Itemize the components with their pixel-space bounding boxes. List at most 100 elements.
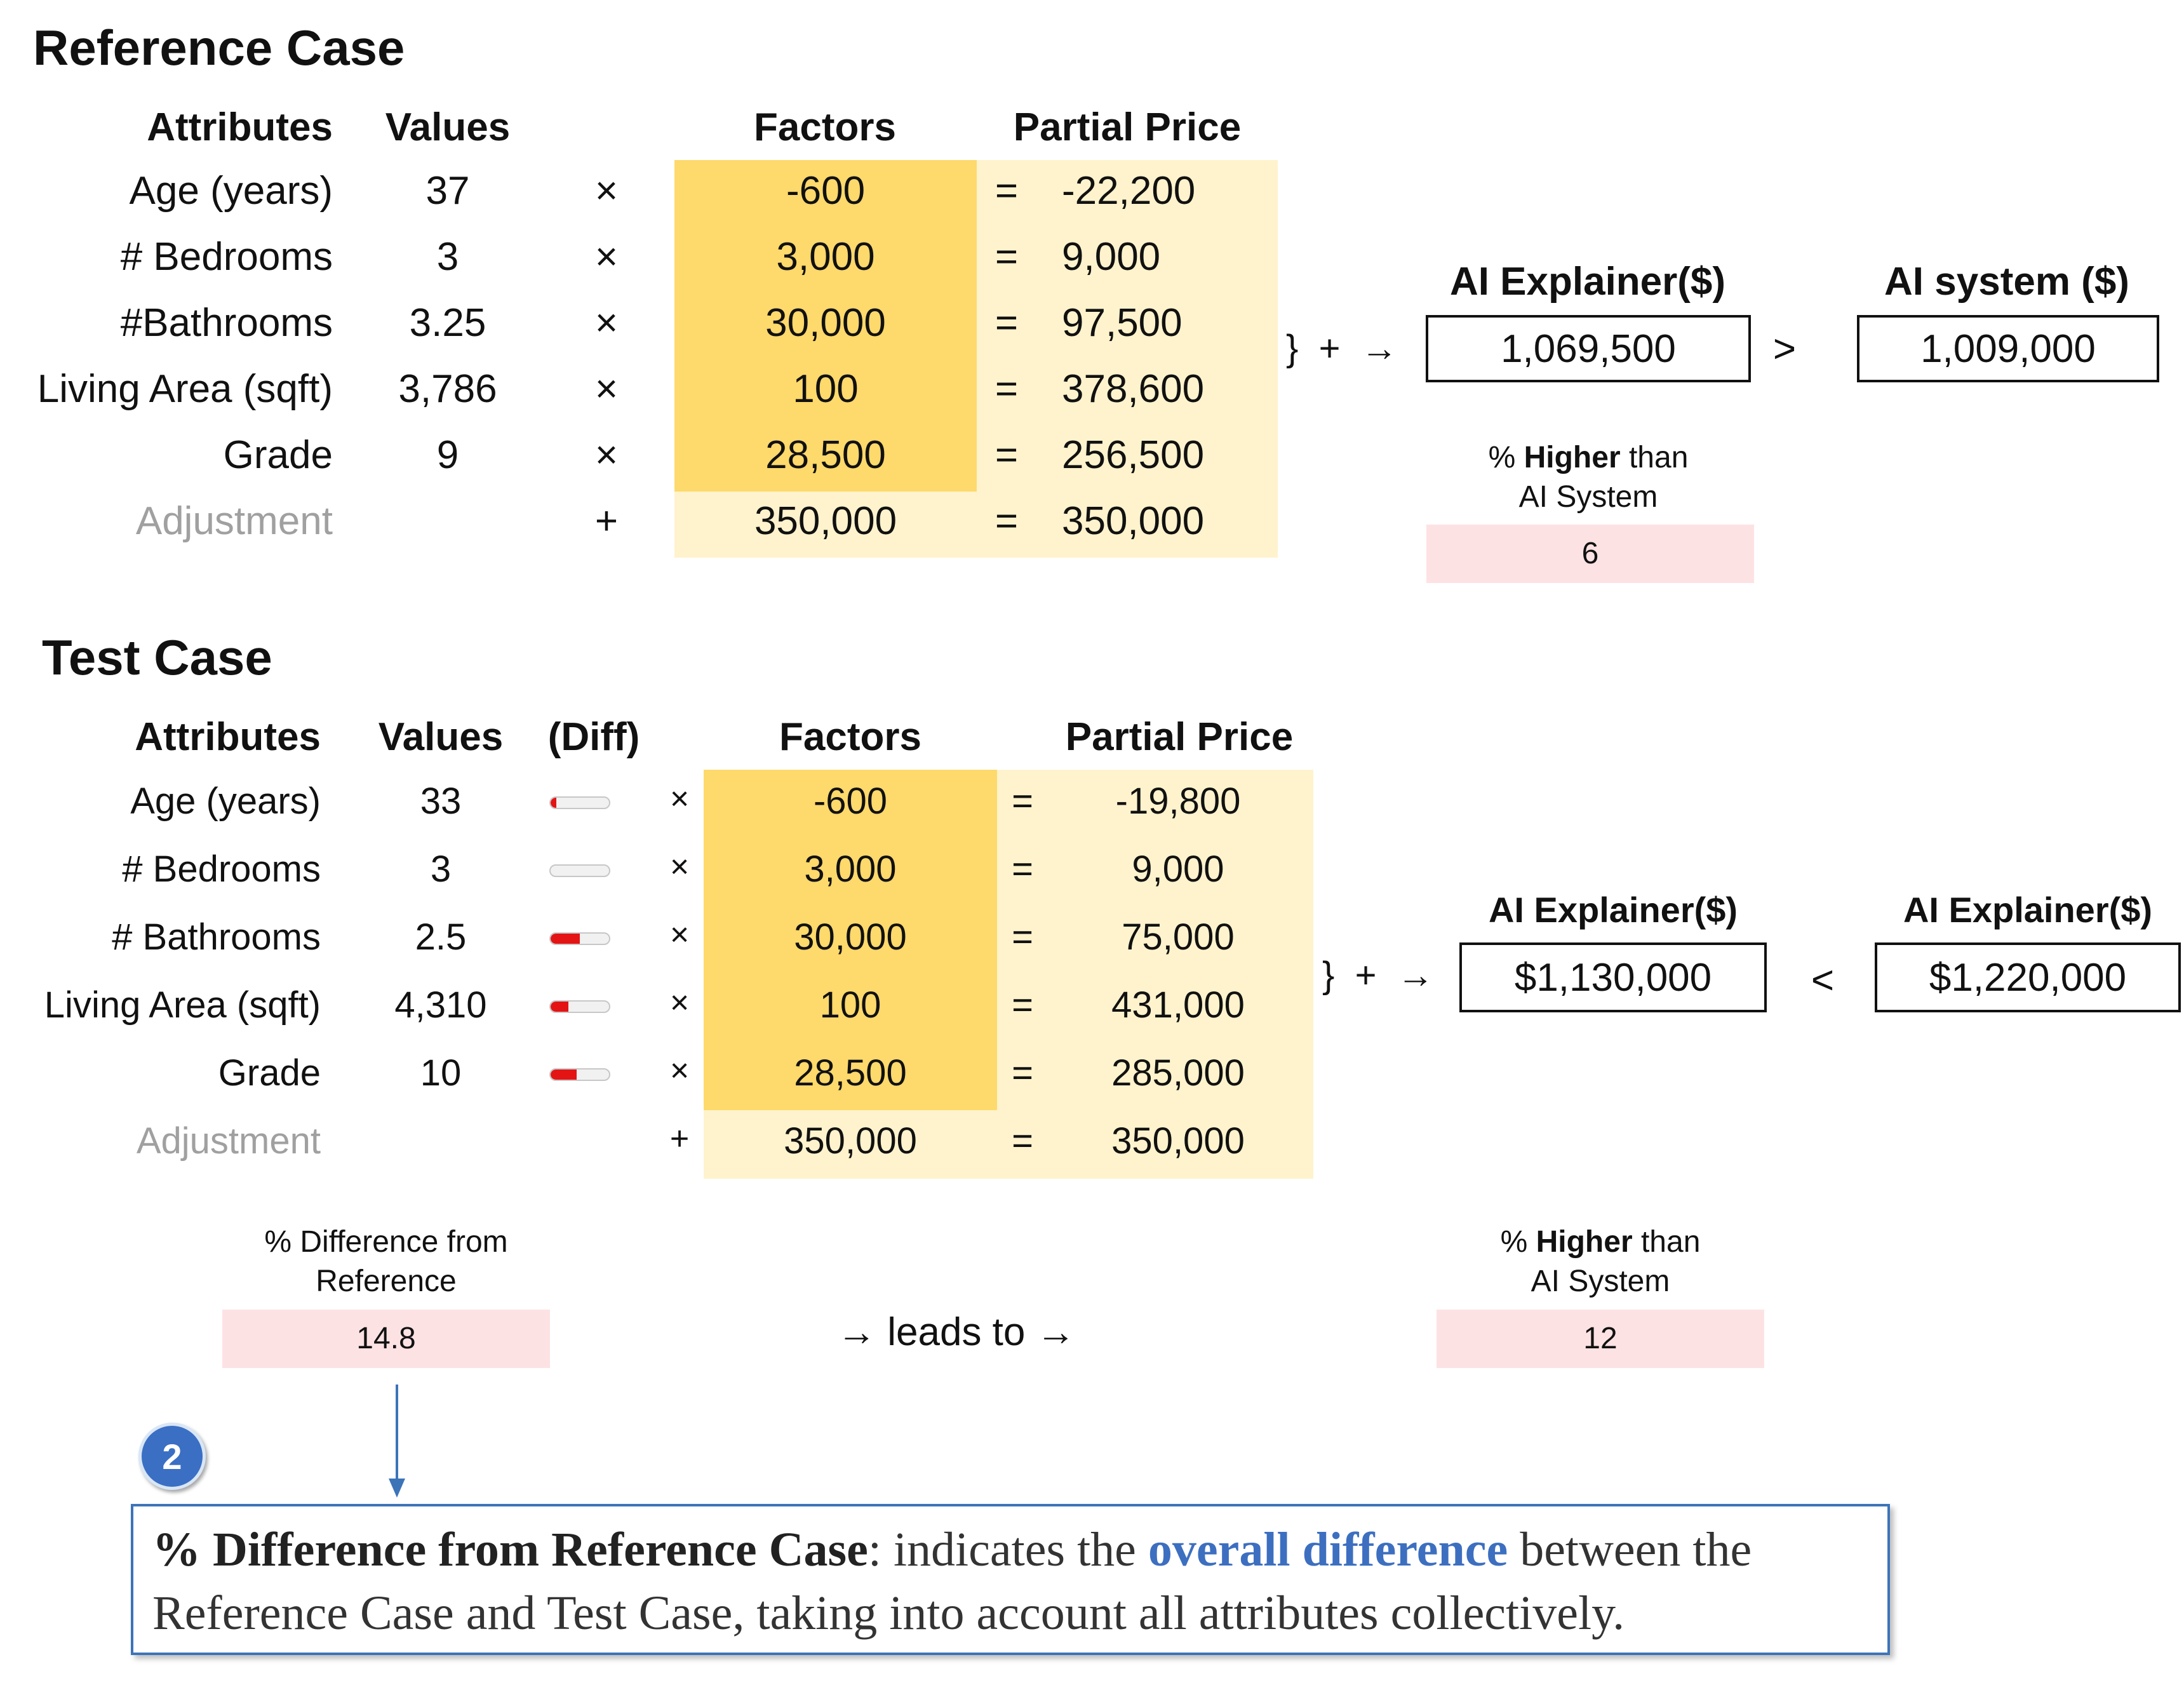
test-row-attribute: Age (years)	[130, 781, 321, 822]
test-row-attribute: # Bathrooms	[112, 916, 321, 958]
test-row-equals: =	[1012, 848, 1033, 890]
leads-to-text: → leads to →	[837, 1310, 1076, 1354]
test-sum-brace: } + →	[1322, 955, 1434, 996]
diff-bar	[549, 1068, 610, 1081]
ref-row-value: 37	[425, 169, 470, 213]
test-row-factor: -600	[813, 781, 888, 822]
ref-row-partial-price: 9,000	[1062, 235, 1161, 279]
ref-row-value: 3.25	[409, 301, 486, 345]
ref-row-factor: 30,000	[765, 301, 886, 345]
ref-row-partial-price: 378,600	[1062, 367, 1205, 411]
test-row-value: 3	[430, 848, 452, 890]
ref-row-operator: ×	[594, 301, 619, 345]
ref-row-operator: ×	[594, 235, 619, 279]
ref-header-values: Values	[385, 105, 511, 149]
test-higher-value: 12	[1437, 1310, 1764, 1368]
test-row-factor: 350,000	[784, 1120, 917, 1162]
callout-text-b: between the Reference Case and Test Case…	[152, 1523, 1764, 1640]
test-header-attributes: Attributes	[135, 715, 321, 759]
diff-bar-fill	[551, 1070, 577, 1080]
ref-row-equals: =	[995, 235, 1019, 279]
test-row-operator: ×	[669, 848, 690, 885]
diff-bar	[549, 864, 610, 877]
test-row-equals: =	[1012, 781, 1033, 822]
test-row-partial-price: 75,000	[1122, 916, 1235, 958]
test-row-value: 2.5	[415, 916, 467, 958]
test-row-operator: ×	[669, 1052, 690, 1089]
test-row-value: 33	[420, 781, 462, 822]
ref-row-equals: =	[995, 499, 1019, 543]
test-row-operator: +	[669, 1120, 690, 1157]
ref-row-operator: ×	[594, 433, 619, 477]
ref-row-equals: =	[995, 301, 1019, 345]
ref-row-factor: 350,000	[754, 499, 897, 543]
test-row-attribute: Grade	[218, 1052, 321, 1094]
ref-row-attribute: # Bedrooms	[120, 235, 333, 279]
ref-row-value: 9	[436, 433, 459, 477]
ref-higher-value: 6	[1426, 525, 1754, 583]
test-row-equals: =	[1012, 984, 1033, 1026]
test-row-factor: 100	[819, 984, 881, 1026]
ref-row-partial-price: 97,500	[1062, 301, 1182, 345]
step-badge: 2	[138, 1423, 206, 1490]
test-row-partial-price: 285,000	[1111, 1052, 1245, 1094]
ref-sum-brace: } + →	[1286, 328, 1398, 369]
test-row-attribute: # Bedrooms	[122, 848, 321, 890]
ref-system-value: 1,009,000	[1857, 315, 2159, 382]
test-row-operator: ×	[669, 984, 690, 1021]
test-row-factor: 30,000	[794, 916, 907, 958]
ref-explainer-value: 1,069,500	[1426, 315, 1751, 382]
test-explainer-label: AI Explainer($)	[1488, 890, 1738, 930]
test-factor-column-bg	[704, 770, 997, 1110]
ref-row-operator: ×	[594, 367, 619, 411]
test-header-partial-price: Partial Price	[1065, 715, 1294, 759]
ref-header-factors: Factors	[754, 105, 896, 149]
test-diff-value: 14.8	[222, 1310, 550, 1368]
ref-row-operator: ×	[594, 169, 619, 213]
test-explainer-value: $1,130,000	[1459, 942, 1767, 1012]
callout-text-a: : indicates the	[868, 1523, 1148, 1576]
diff-bar-fill	[551, 934, 580, 944]
ref-system-label: AI system ($)	[1884, 260, 2129, 304]
diff-bar	[549, 932, 610, 945]
test-row-value: 10	[420, 1052, 462, 1094]
reference-title: Reference Case	[33, 20, 405, 76]
ref-row-partial-price: 350,000	[1062, 499, 1205, 543]
ref-higher-label: % Higher than AI System	[1488, 441, 1689, 514]
step-badge-number: 2	[162, 1436, 182, 1477]
ref-row-equals: =	[995, 367, 1019, 411]
test-system-label: AI Explainer($)	[1903, 890, 2153, 930]
diff-bar-fill	[551, 1002, 568, 1012]
ref-row-attribute: Living Area (sqft)	[37, 367, 333, 411]
ref-compare-symbol: >	[1772, 327, 1797, 371]
ref-row-factor: 100	[793, 367, 859, 411]
test-row-value: 4,310	[394, 984, 487, 1026]
ref-row-equals: =	[995, 169, 1019, 213]
ref-row-value: 3	[436, 235, 459, 279]
test-higher-label: % Higher than AI System	[1500, 1225, 1701, 1298]
ref-row-attribute: Grade	[223, 433, 333, 477]
test-row-operator: ×	[669, 916, 690, 953]
test-row-equals: =	[1012, 1052, 1033, 1094]
ref-row-attribute: #Bathrooms	[120, 301, 333, 345]
ref-row-attribute: Age (years)	[129, 169, 333, 213]
test-row-partial-price: -19,800	[1115, 781, 1241, 822]
test-row-factor: 3,000	[804, 848, 897, 890]
ref-explainer-label: AI Explainer($)	[1449, 260, 1726, 304]
test-row-attribute: Living Area (sqft)	[44, 984, 321, 1026]
ref-row-partial-price: 256,500	[1062, 433, 1205, 477]
test-compare-symbol: <	[1811, 958, 1835, 1002]
test-diff-label: % Difference from Reference	[264, 1225, 508, 1298]
callout-term: % Difference from Reference Case	[152, 1523, 868, 1576]
ref-header-partial-price: Partial Price	[1013, 105, 1242, 149]
diff-bar	[549, 796, 610, 809]
test-row-factor: 28,500	[794, 1052, 907, 1094]
test-row-attribute: Adjustment	[136, 1120, 321, 1162]
ref-row-equals: =	[995, 433, 1019, 477]
ref-row-factor: 3,000	[776, 235, 875, 279]
down-arrow-icon	[389, 1385, 405, 1498]
ref-row-attribute: Adjustment	[135, 499, 333, 543]
ref-row-partial-price: -22,200	[1062, 169, 1196, 213]
ref-row-factor: 28,500	[765, 433, 886, 477]
test-row-partial-price: 9,000	[1132, 848, 1224, 890]
